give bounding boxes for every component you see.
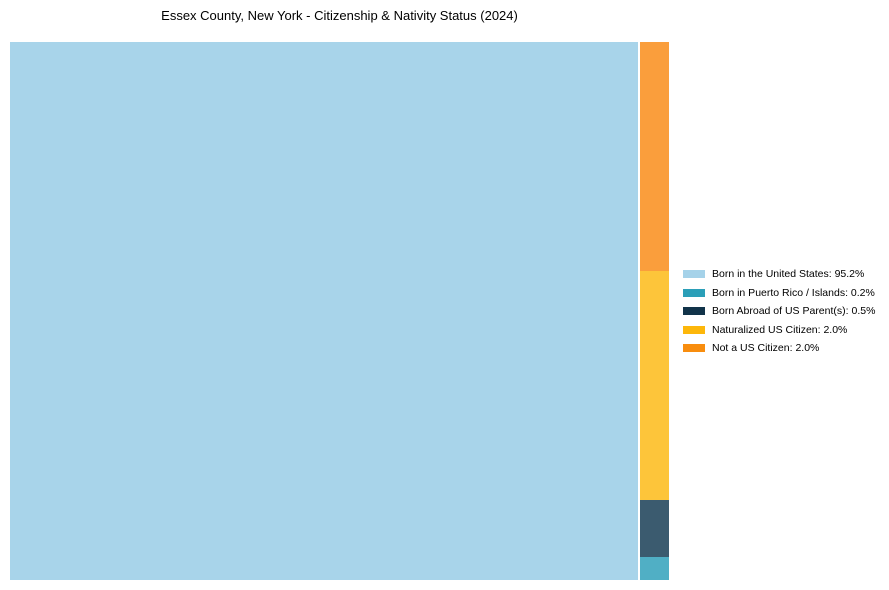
- treemap-rect-born-in-puerto-rico-islands: [640, 557, 669, 580]
- legend-label-naturalized-us-citizen: Naturalized US Citizen: 2.0%: [712, 323, 848, 336]
- legend-item-born-in-puerto-rico-islands: Born in Puerto Rico / Islands: 0.2%: [683, 284, 875, 303]
- legend-swatch-born-in-puerto-rico-islands: [683, 288, 705, 297]
- legend-label-not-a-us-citizen: Not a US Citizen: 2.0%: [712, 342, 820, 354]
- chart-title: Essex County, New York - Citizenship & N…: [161, 8, 518, 23]
- legend-item-born-abroad-of-us-parents: Born Abroad of US Parent(s): 0.5%: [683, 302, 875, 321]
- treemap-rect-born-in-us: [10, 42, 638, 580]
- treemap-rect-naturalized-us-citizen: [640, 271, 669, 500]
- treemap-plot: [10, 42, 669, 580]
- legend-item-not-a-us-citizen: Not a US Citizen: 2.0%: [683, 339, 875, 358]
- legend-swatch-born-abroad-of-us-parents: [683, 307, 705, 316]
- legend-label-born-in-puerto-rico-islands: Born in Puerto Rico / Islands: 0.2%: [712, 286, 875, 299]
- treemap-rect-not-a-us-citizen: [640, 42, 669, 271]
- chart-legend: Born in the United States: 95.2% Born in …: [683, 265, 875, 358]
- legend-label-born-abroad-of-us-parents: Born Abroad of US Parent(s): 0.5%: [712, 305, 876, 317]
- legend-label-born-in-us: Born in the United States: 95.2%: [712, 268, 865, 280]
- treemap-rect-born-abroad-of-us-parents: [640, 500, 669, 557]
- legend-swatch-naturalized-us-citizen: [683, 325, 705, 334]
- legend-item-naturalized-us-citizen: Naturalized US Citizen: 2.0%: [683, 321, 875, 340]
- legend-swatch-born-in-us: [683, 270, 705, 279]
- legend-item-born-in-us: Born in the United States: 95.2%: [683, 265, 875, 284]
- legend-swatch-not-a-us-citizen: [683, 344, 705, 353]
